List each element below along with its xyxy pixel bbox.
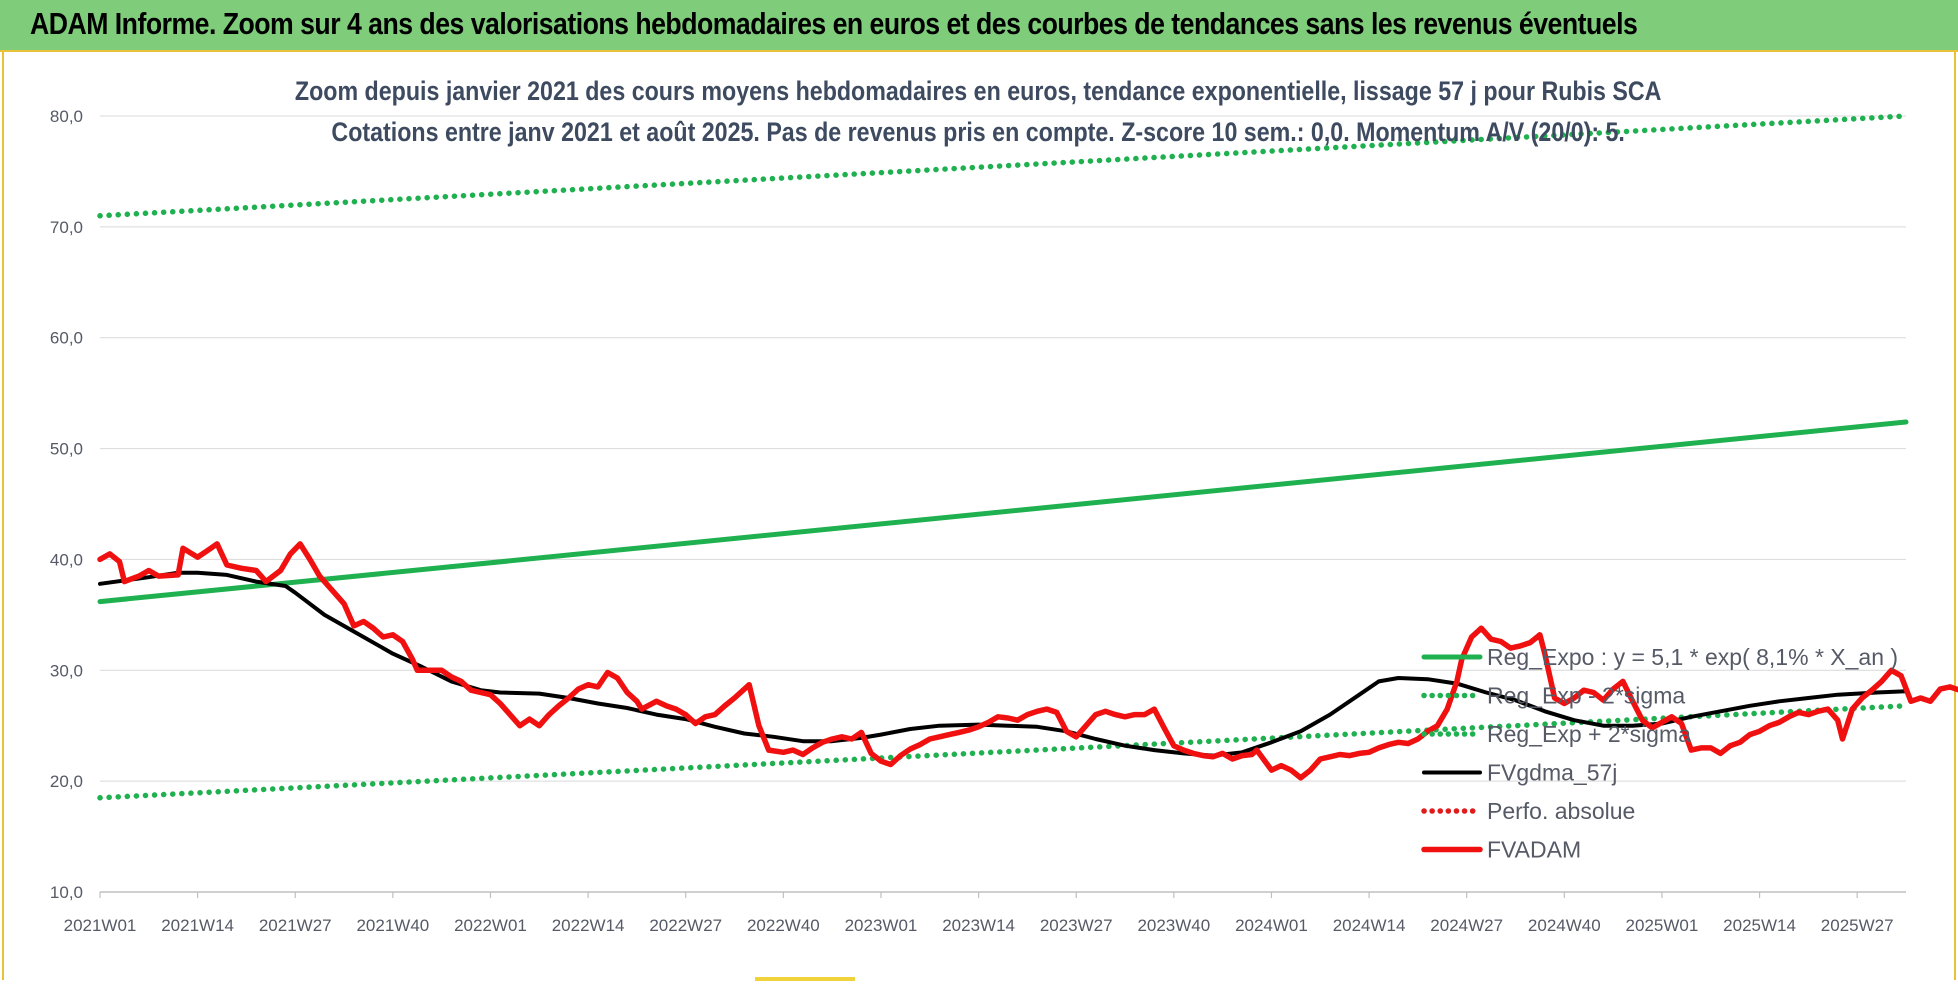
legend-reg-exp-plus-label: Reg_Exp + 2*sigma (1487, 721, 1691, 747)
x-tick-label: 2022W27 (649, 916, 722, 935)
x-tick-label: 2022W40 (747, 916, 820, 935)
x-tick-label: 2024W14 (1333, 916, 1406, 935)
y-tick-label: 10,0 (50, 883, 83, 902)
x-tick-label: 2023W40 (1137, 916, 1210, 935)
series-lines (97, 113, 1958, 801)
y-tick-label: 60,0 (50, 329, 83, 348)
chart-title: Zoom depuis janvier 2021 des cours moyen… (294, 76, 1662, 106)
legend: Reg_Expo : y = 5,1 * exp( 8,1% * X_an ) R… (1421, 644, 1898, 863)
y-tick-label: 30,0 (50, 661, 83, 680)
x-tick-label: 2025W14 (1723, 916, 1796, 935)
banner: ADAM Informe. Zoom sur 4 ans des valoris… (0, 0, 1958, 52)
legend-reg-expo-label: Reg_Expo : y = 5,1 * exp( 8,1% * X_an ) (1487, 644, 1898, 670)
bottom-accent-bar (755, 977, 855, 981)
legend-perfo-absolue-label: Perfo. absolue (1487, 798, 1635, 824)
reg-exp-minus-2sigma-line (97, 703, 1909, 801)
reg-expo-line (97, 419, 1909, 605)
grid-lines (100, 115, 1906, 782)
x-tick-label: 2021W40 (356, 916, 429, 935)
x-tick-label: 2023W27 (1040, 916, 1113, 935)
x-tick-label: 2024W27 (1430, 916, 1503, 935)
x-tick-label: 2024W40 (1528, 916, 1601, 935)
x-tick-label: 2025W01 (1626, 916, 1699, 935)
x-tick-label: 2022W01 (454, 916, 527, 935)
axes: 10,0 20,0 30,0 40,0 50,0 60,0 70,0 80,0 2021W01 2… (50, 107, 1906, 935)
reg-exp-plus-2sigma-line (97, 113, 1909, 219)
chart-subtitle: Cotations entre janv 2021 et août 2025. … (331, 117, 1625, 147)
x-tick-label: 2021W14 (161, 916, 234, 935)
fvadam-line (97, 541, 1958, 781)
chart-frame (2, 52, 1956, 980)
x-tick-label: 2023W01 (845, 916, 918, 935)
x-tick-label: 2021W27 (259, 916, 332, 935)
x-tick-label: 2022W14 (552, 916, 625, 935)
y-tick-label: 20,0 (50, 772, 83, 791)
x-tick-label: 2023W14 (942, 916, 1015, 935)
legend-fvadam-label: FVADAM (1487, 837, 1581, 863)
x-tick-label: 2025W27 (1821, 916, 1894, 935)
y-tick-label: 70,0 (50, 218, 83, 237)
fvgdma-57j-line (98, 570, 1908, 758)
banner-title: ADAM Informe. Zoom sur 4 ans des valoris… (30, 6, 1638, 41)
y-tick-label: 50,0 (50, 440, 83, 459)
y-tick-label: 80,0 (50, 107, 83, 126)
y-tick-label: 40,0 (50, 550, 83, 569)
x-tick-label: 2021W01 (64, 916, 137, 935)
legend-fvgdma-label: FVgdma_57j (1487, 760, 1617, 786)
legend-reg-exp-minus-label: Reg_Exp - 2*sigma (1487, 683, 1685, 709)
x-tick-label: 2024W01 (1235, 916, 1308, 935)
